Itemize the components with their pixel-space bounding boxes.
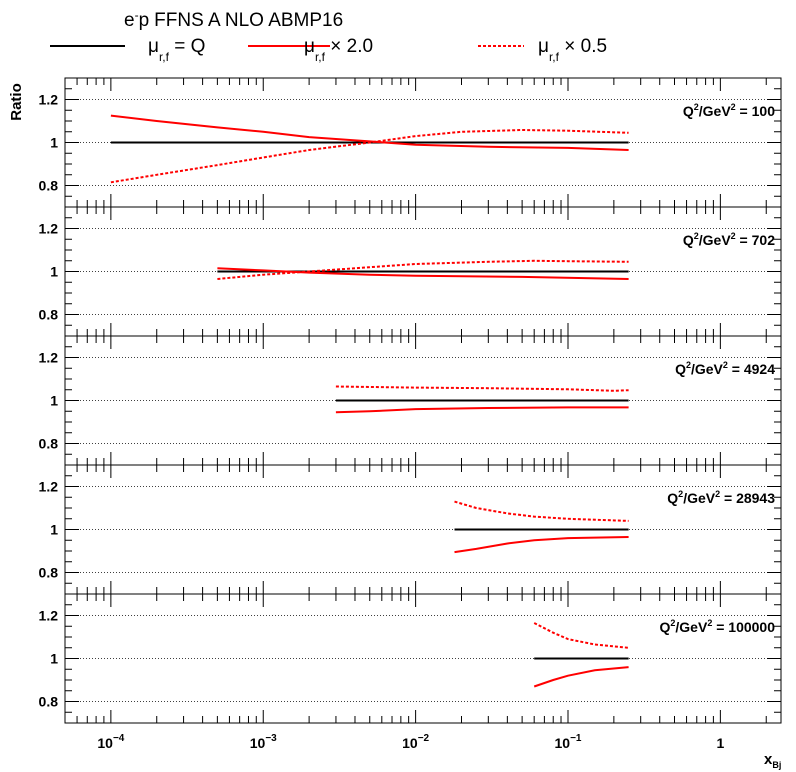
x-axis-label-sub: Bj xyxy=(772,760,781,770)
x-axis-label: xBj xyxy=(764,751,781,770)
x-tick-label: 10−1 xyxy=(554,733,581,751)
x-axis-label-main: x xyxy=(764,751,773,768)
legend: μr,f = Q μr,f × 2.0 μr,f × 0.5 xyxy=(50,36,607,64)
y-tick-label: 1 xyxy=(50,135,58,151)
figure-title: e-p FFNS A NLO ABMP16 xyxy=(124,8,343,31)
y-tick-label: 1 xyxy=(50,651,58,667)
title-prefix: e xyxy=(124,10,135,31)
y-tick-label: 0.8 xyxy=(39,307,59,323)
x-axis: 10−4 10−3 10−2 10−1 1 xyxy=(97,733,724,751)
series-up-panel-4 xyxy=(454,536,629,554)
x-tick-label: 10−4 xyxy=(97,733,124,751)
series-up-panel-1 xyxy=(110,114,629,151)
legend-label-down: μr,f × 0.5 xyxy=(538,36,607,64)
x-tick-label: 1 xyxy=(716,735,724,751)
series-up-panel-2 xyxy=(217,267,629,280)
y-tick-label: 1 xyxy=(50,264,58,280)
y-tick-label: 0.8 xyxy=(39,436,59,452)
legend-label-nominal: μr,f = Q xyxy=(148,36,205,64)
y-tick-label: 0.8 xyxy=(39,178,59,194)
panel-3: 0.8 1 1.2 Q2/GeV2 = 4924 xyxy=(39,335,782,466)
series-down-panel-5 xyxy=(533,622,629,649)
panel-1: 0.8 1 1.2 Q2/GeV2 = 100 xyxy=(39,77,782,208)
series-down-panel-4 xyxy=(454,500,629,522)
y-tick-label: 0.8 xyxy=(39,694,59,710)
q2-label-panel-2: Q2/GeV2 = 702 xyxy=(683,231,775,248)
legend-label-up: μr,f × 2.0 xyxy=(304,36,373,64)
title-text: FFNS A NLO ABMP16 xyxy=(154,10,343,31)
title-superscript: - xyxy=(135,8,139,22)
y-tick-label: 1.2 xyxy=(39,479,59,495)
q2-label-panel-5: Q2/GeV2 = 100000 xyxy=(660,618,776,635)
y-tick-label: 1.2 xyxy=(39,350,59,366)
series-down-panel-2 xyxy=(217,259,629,280)
panel-4: 0.8 1 1.2 Q2/GeV2 = 28943 xyxy=(39,464,782,595)
y-tick-label: 1 xyxy=(50,522,58,538)
q2-label-panel-3: Q2/GeV2 = 4924 xyxy=(675,360,775,377)
y-tick-label: 1 xyxy=(50,393,58,409)
y-tick-label: 1.2 xyxy=(39,221,59,237)
title-mid: p xyxy=(139,10,150,31)
series-up-panel-5 xyxy=(533,666,629,688)
x-tick-label: 10−3 xyxy=(250,733,277,751)
series-down-panel-3 xyxy=(335,385,629,392)
series-up-panel-3 xyxy=(335,406,629,414)
panel-2: 0.8 1 1.2 Q2/GeV2 = 702 xyxy=(39,206,782,337)
y-tick-label: 1.2 xyxy=(39,92,59,108)
panels: 0.8 1 1.2 Q2/GeV2 = 100 0.8 1 1.2 Q2/GeV2 = 702… xyxy=(39,77,782,724)
x-tick-label: 10−2 xyxy=(402,733,429,751)
q2-label-panel-1: Q2/GeV2 = 100 xyxy=(683,102,775,119)
svg-text:xBj: xBj xyxy=(764,751,781,770)
y-axis-label: Ratio xyxy=(8,83,25,121)
q2-label-panel-4: Q2/GeV2 = 28943 xyxy=(667,489,775,506)
series-down-panel-1 xyxy=(110,128,629,184)
y-tick-label: 0.8 xyxy=(39,565,59,581)
y-tick-label: 1.2 xyxy=(39,608,59,624)
panel-5: 0.8 1 1.2 Q2/GeV2 = 100000 xyxy=(39,593,782,724)
